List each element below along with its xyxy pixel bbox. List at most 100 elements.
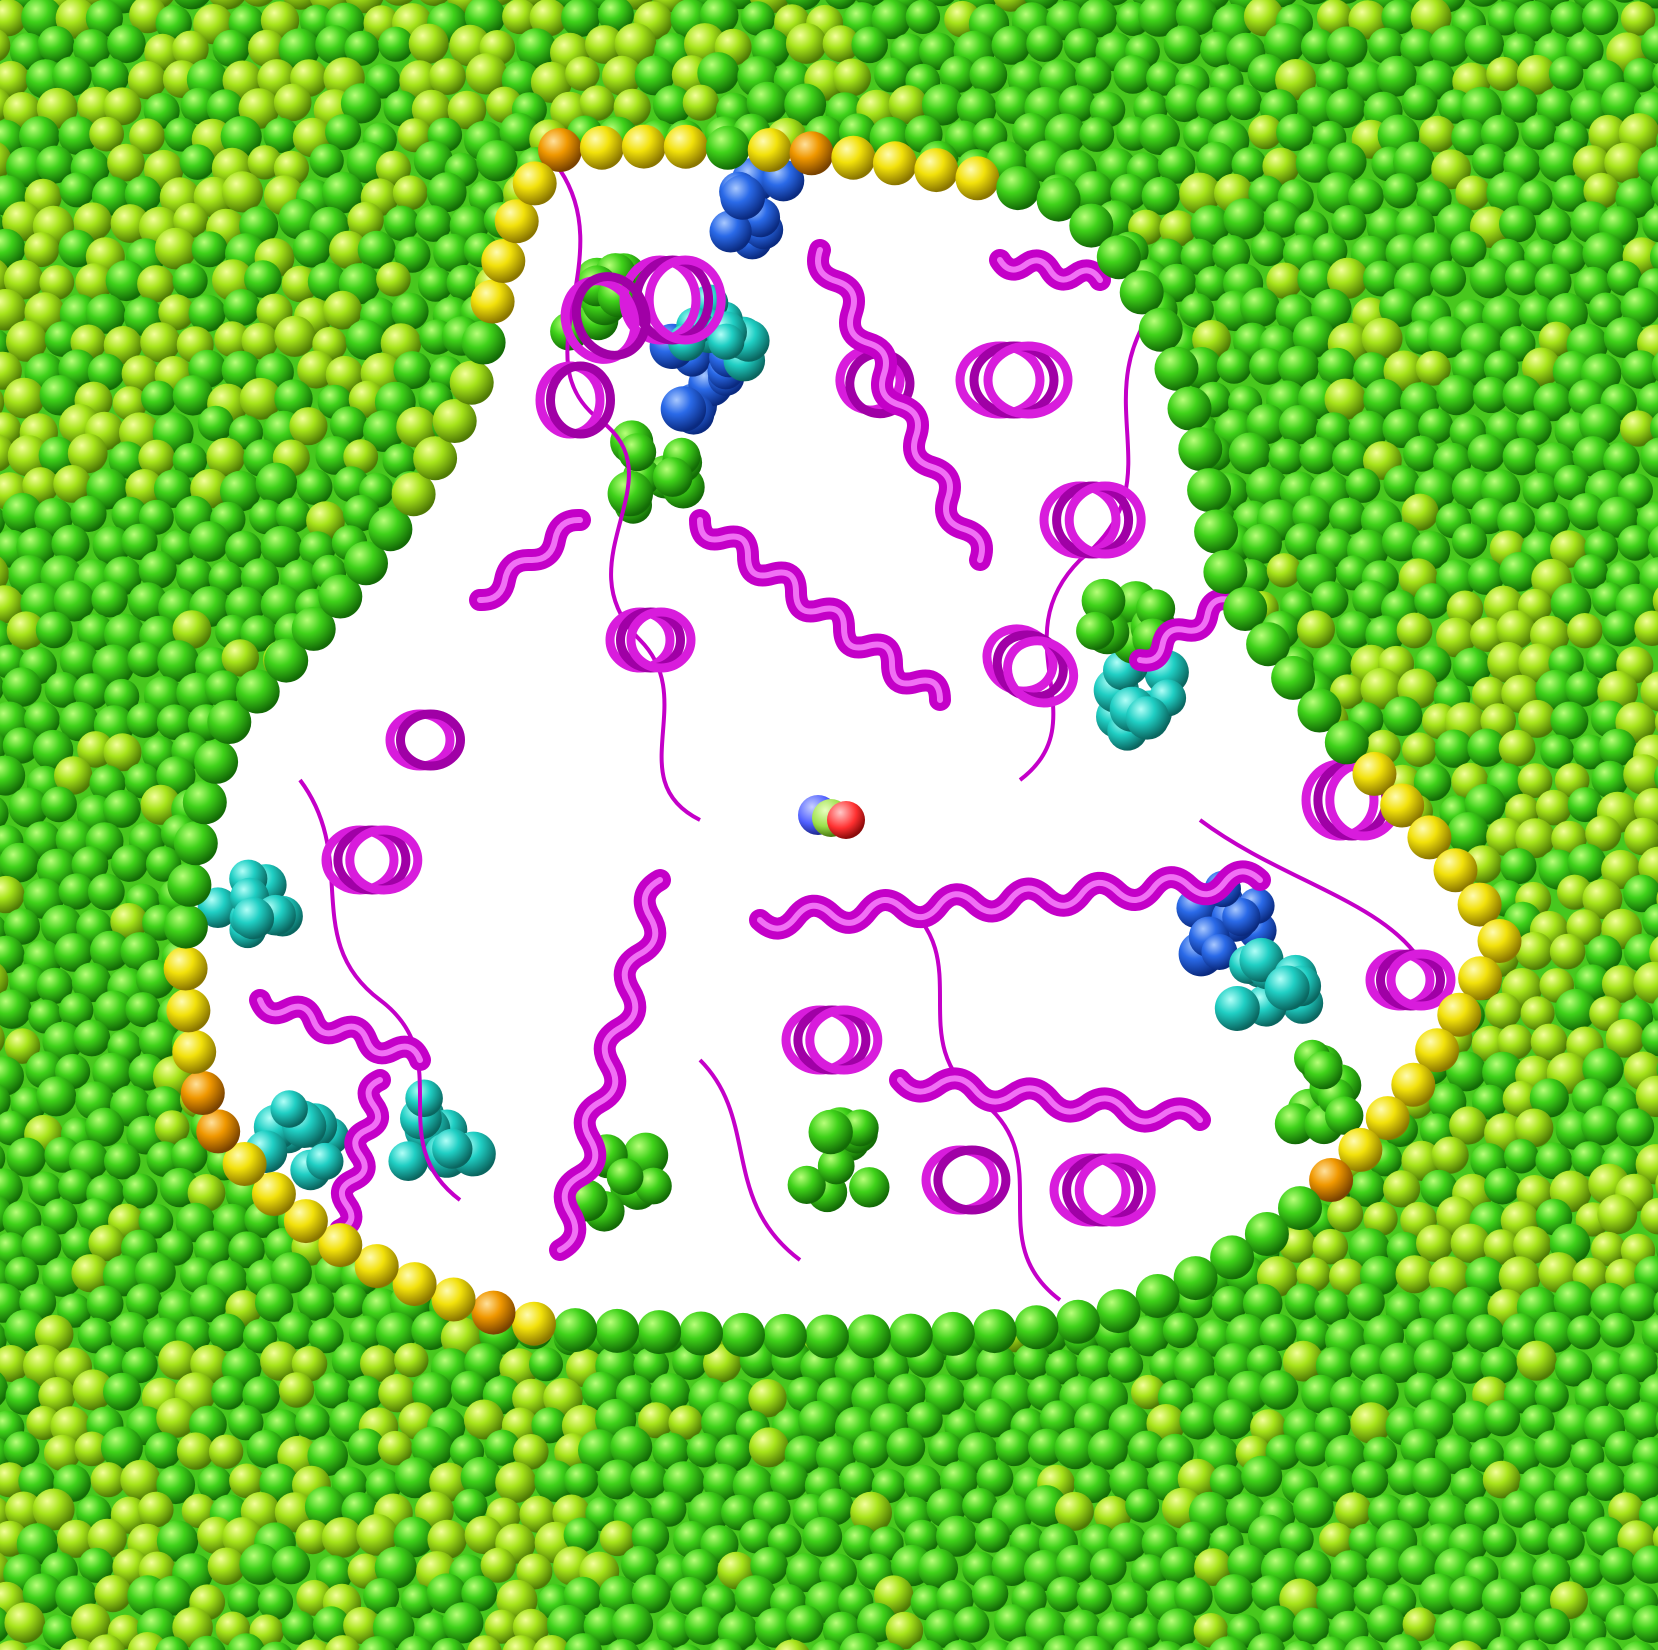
pore-lining-sphere	[635, 1167, 672, 1205]
lipid-sphere	[24, 701, 60, 738]
pore-lining-sphere	[1325, 1096, 1364, 1135]
lipid-sphere	[1549, 933, 1586, 970]
lipid-sphere	[484, 1609, 519, 1644]
lipid-sphere	[1591, 760, 1629, 799]
lipid-sphere	[0, 1025, 5, 1052]
lipid-sphere	[1538, 321, 1574, 357]
lipid-sphere	[1347, 1283, 1385, 1321]
lipid-sphere	[221, 350, 261, 390]
lipid-sphere	[1211, 1285, 1248, 1322]
lipid-sphere	[397, 1635, 434, 1650]
lipid-sphere	[137, 265, 175, 303]
lipid-sphere	[0, 0, 27, 37]
lipid-sphere	[703, 1463, 741, 1502]
lipid-sphere	[1043, 1635, 1082, 1650]
lipid-sphere	[189, 1284, 228, 1323]
lipid-sphere	[1329, 1258, 1366, 1295]
lipid-sphere	[340, 83, 382, 124]
lipid-sphere	[333, 1283, 368, 1319]
lipid-sphere	[583, 1606, 623, 1646]
lipid-sphere	[127, 61, 167, 100]
rim-lipid-sphere	[318, 1223, 363, 1268]
lipid-sphere	[1363, 378, 1404, 420]
lipid-sphere	[392, 175, 428, 211]
lipid-sphere	[38, 436, 77, 475]
lipid-sphere	[1599, 1547, 1637, 1585]
lipid-sphere	[1427, 316, 1469, 359]
lipid-sphere	[1655, 1174, 1658, 1195]
lipid-sphere	[1179, 1402, 1217, 1440]
lipid-sphere	[770, 1461, 809, 1500]
pore-lining-sphere	[817, 1147, 855, 1185]
lipid-sphere	[563, 1517, 599, 1553]
rim-lipid-sphere	[173, 821, 218, 866]
pore-lining-sphere	[606, 1158, 644, 1196]
lipid-sphere	[1420, 1169, 1458, 1207]
lipid-sphere	[0, 228, 26, 269]
lipid-sphere	[278, 198, 320, 240]
rim-lipid-sphere	[831, 135, 876, 180]
lipid-sphere	[1266, 553, 1302, 588]
lipid-sphere	[247, 145, 282, 180]
lipid-sphere	[158, 1340, 198, 1380]
lipid-sphere	[208, 1434, 244, 1469]
lipid-sphere	[1655, 1411, 1658, 1431]
lipid-sphere	[1483, 1400, 1521, 1437]
rim-lipid-sphere	[1433, 848, 1478, 893]
lipid-sphere	[991, 1546, 1032, 1586]
lipid-sphere	[1128, 1315, 1170, 1357]
rim-lipid-sphere	[637, 1310, 682, 1355]
lipid-sphere	[1504, 1138, 1539, 1174]
lipid-sphere	[991, 25, 1031, 65]
lipid-sphere	[1467, 434, 1506, 472]
lipid-sphere	[0, 29, 11, 62]
lipid-sphere	[1089, 1548, 1127, 1586]
lipid-sphere	[1319, 1522, 1354, 1558]
lipid-sphere	[411, 1311, 451, 1351]
lipid-sphere	[291, 1346, 328, 1382]
lipid-sphere	[1534, 1608, 1571, 1645]
lipid-sphere	[1213, 1399, 1254, 1440]
lipid-sphere	[480, 1547, 516, 1583]
rim-lipid-sphere	[972, 1309, 1017, 1354]
lipid-sphere	[442, 1602, 484, 1644]
lipid-sphere	[802, 1516, 843, 1557]
lipid-sphere	[156, 1465, 196, 1505]
rim-lipid-sphere	[470, 279, 515, 324]
lipid-sphere	[1312, 1228, 1349, 1265]
rim-lipid-sphere	[1138, 307, 1183, 352]
lipid-sphere	[1299, 437, 1337, 475]
lipid-sphere	[2, 667, 42, 707]
lipid-sphere	[701, 1401, 743, 1444]
pore-lining-sphere	[652, 457, 693, 497]
lipid-sphere	[138, 550, 177, 590]
lipid-sphere	[73, 29, 111, 67]
lipid-sphere	[686, 1432, 722, 1468]
lipid-sphere	[348, 1315, 384, 1350]
lipid-sphere	[5, 146, 47, 188]
lipid-sphere	[1087, 1429, 1128, 1470]
lipid-sphere	[375, 150, 411, 186]
helix-coil	[535, 361, 615, 439]
lipid-sphere	[1585, 815, 1622, 852]
pore-lining-sphere	[432, 1128, 473, 1169]
pore-lining-sphere	[1214, 986, 1260, 1031]
lipid-sphere	[1482, 1523, 1517, 1558]
lipid-sphere	[1640, 437, 1658, 478]
lipid-sphere	[0, 1056, 24, 1096]
lipid-sphere	[228, 1405, 264, 1441]
lipid-sphere	[89, 116, 124, 152]
lipid-sphere	[1078, 0, 1118, 38]
rim-lipid-sphere	[413, 436, 458, 481]
lipid-sphere	[347, 201, 384, 239]
rim-lipid-sphere	[1096, 1289, 1141, 1334]
lipid-sphere	[158, 294, 195, 331]
lipid-sphere	[1247, 1514, 1289, 1556]
rim-lipid-sphere	[163, 946, 208, 991]
lipid-sphere	[1162, 1312, 1199, 1349]
lipid-sphere	[1157, 1608, 1199, 1650]
protein-ribbon-helices	[249, 168, 1456, 1302]
lipid-sphere	[244, 0, 273, 7]
lipid-sphere	[1400, 28, 1438, 67]
lipid-sphere	[1242, 1283, 1283, 1324]
